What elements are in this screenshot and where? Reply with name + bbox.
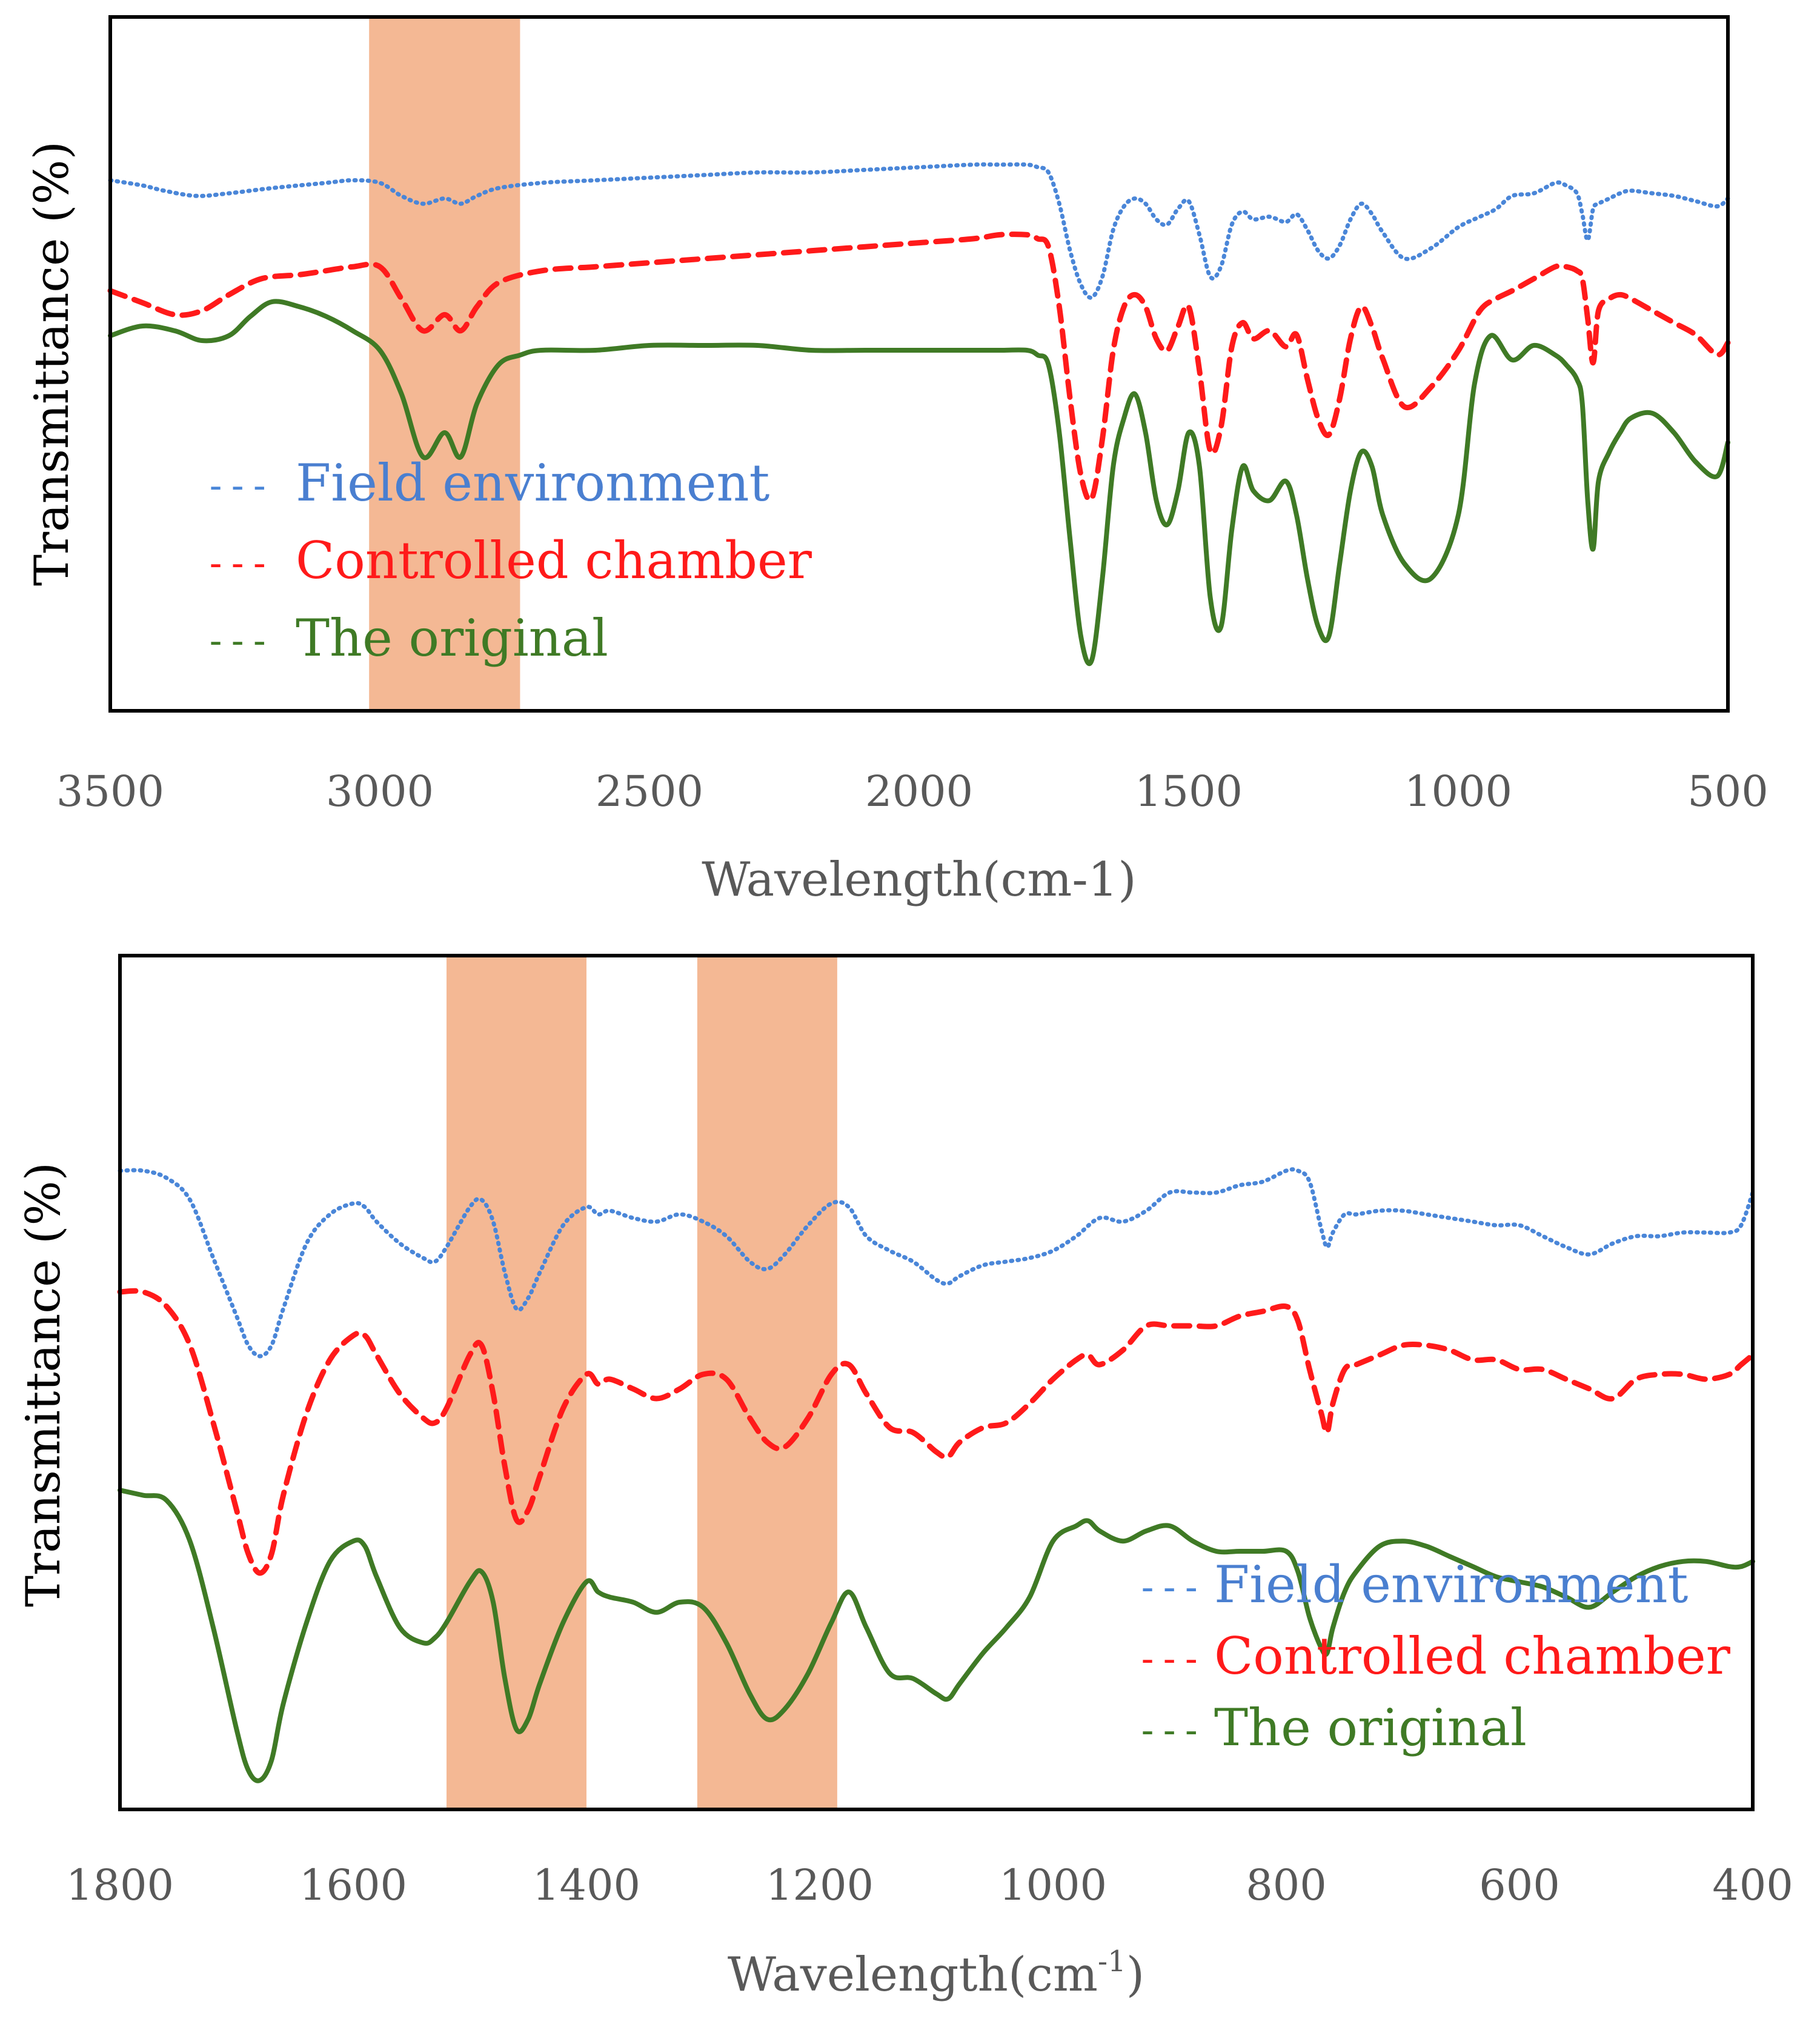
top-legend-marker-chamber: --- xyxy=(205,542,270,585)
bottom-plot-frame xyxy=(118,954,1755,1811)
top-legend-item-chamber: --- Controlled chamber xyxy=(205,531,812,590)
top-x-tick-3500: 3500 xyxy=(56,767,164,816)
bottom-legend-label-field: Field environment xyxy=(1214,1555,1689,1614)
bottom-legend-label-original: The original xyxy=(1214,1698,1527,1757)
bottom-legend-item-original: --- The original xyxy=(1137,1698,1527,1757)
bottom-x-tick-400: 400 xyxy=(1712,1860,1793,1910)
top-legend-item-original: --- The original xyxy=(205,608,608,668)
top-series-controlled-chamber xyxy=(107,231,1731,503)
top-x-tick-2000: 2000 xyxy=(865,767,973,816)
bottom-legend-marker-chamber: --- xyxy=(1137,1638,1202,1680)
top-x-axis-title: Wavelength(cm-1) xyxy=(702,853,1136,907)
bottom-highlight-band-2 xyxy=(697,956,837,1809)
bottom-x-tick-1400: 1400 xyxy=(533,1860,640,1910)
bottom-highlight-band-1 xyxy=(447,956,586,1809)
top-spectrum-chart: 3500 3000 2500 2000 1500 1000 500 Wavelength(c… xyxy=(25,15,1769,907)
top-x-tick-3000: 3000 xyxy=(326,767,434,816)
bottom-x-axis-title: Wavelength(cm-1) xyxy=(728,1945,1144,2002)
bottom-x-tick-1800: 1800 xyxy=(66,1860,174,1910)
top-series-group xyxy=(107,162,1731,667)
bottom-spectrum-chart: 1800 1600 1400 1200 1000 800 600 400 Wavelength… xyxy=(16,954,1793,2002)
top-y-axis-title: Transmittance (%) xyxy=(25,141,79,586)
bottom-x-tick-600: 600 xyxy=(1479,1860,1560,1910)
bottom-x-tick-labels: 1800 1600 1400 1200 1000 800 600 400 xyxy=(66,1860,1793,1910)
bottom-x-axis-title-sup: -1 xyxy=(1098,1945,1126,1978)
top-highlight-bands xyxy=(369,17,520,711)
top-x-tick-500: 500 xyxy=(1687,767,1769,816)
top-x-tick-1000: 1000 xyxy=(1404,767,1512,816)
top-legend-item-field: --- Field environment xyxy=(205,453,770,513)
top-x-tick-2500: 2500 xyxy=(596,767,703,816)
top-x-tick-labels: 3500 3000 2500 2000 1500 1000 500 xyxy=(56,767,1769,816)
bottom-legend-label-chamber: Controlled chamber xyxy=(1214,1626,1731,1686)
bottom-series-field-environment xyxy=(118,1167,1755,1359)
top-legend: --- Field environment --- Controlled cha… xyxy=(205,453,812,668)
bottom-legend: --- Field environment --- Controlled cha… xyxy=(1137,1555,1731,1757)
top-legend-label-chamber: Controlled chamber xyxy=(296,531,812,590)
bottom-legend-marker-field: --- xyxy=(1137,1566,1202,1609)
bottom-x-axis-title-end: ) xyxy=(1126,1948,1144,2002)
top-legend-label-field: Field environment xyxy=(296,453,770,513)
top-highlight-band-1 xyxy=(369,17,520,711)
top-x-tick-1500: 1500 xyxy=(1135,767,1243,816)
top-series-field-environment xyxy=(108,162,1730,300)
bottom-series-controlled-chamber xyxy=(117,1288,1756,1576)
bottom-x-tick-1000: 1000 xyxy=(999,1860,1107,1910)
bottom-legend-item-field: --- Field environment xyxy=(1137,1555,1689,1614)
bottom-legend-item-chamber: --- Controlled chamber xyxy=(1137,1626,1731,1686)
top-legend-label-original: The original xyxy=(296,608,608,668)
top-legend-marker-field: --- xyxy=(205,465,270,507)
top-legend-marker-original: --- xyxy=(205,620,270,662)
bottom-x-tick-800: 800 xyxy=(1246,1860,1327,1910)
bottom-x-axis-title-main: Wavelength(cm xyxy=(728,1948,1098,2002)
bottom-legend-marker-original: --- xyxy=(1137,1709,1202,1752)
bottom-series-the-original xyxy=(118,1488,1755,1783)
bottom-x-tick-1200: 1200 xyxy=(766,1860,874,1910)
bottom-series-group xyxy=(117,1167,1756,1783)
top-series-the-original xyxy=(108,299,1730,667)
bottom-y-axis-title: Transmittance (%) xyxy=(16,1162,71,1607)
bottom-x-tick-1600: 1600 xyxy=(299,1860,407,1910)
top-plot-frame xyxy=(108,15,1730,713)
